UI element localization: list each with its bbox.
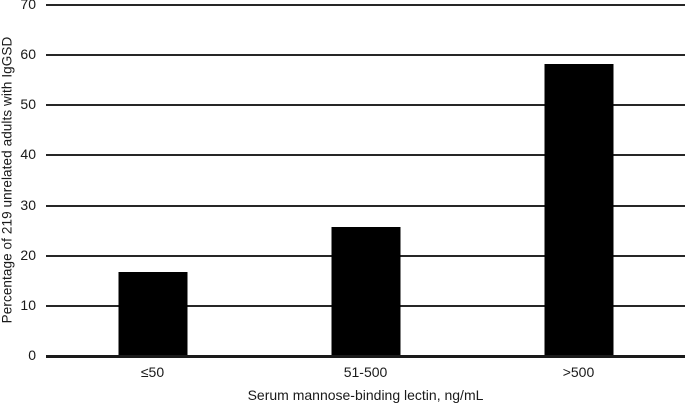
gridline-y-30 <box>46 204 685 207</box>
y-tick-label-10: 10 <box>20 296 36 313</box>
y-axis-tick-labels: 0 10 20 30 40 50 60 70 <box>0 0 36 362</box>
plot-area <box>46 4 685 358</box>
y-tick-label-70: 70 <box>20 0 36 12</box>
y-tick-label-30: 30 <box>20 196 36 213</box>
x-tick-label-3: >500 <box>562 364 595 380</box>
y-tick-label-40: 40 <box>20 146 36 163</box>
y-tick-label-20: 20 <box>20 246 36 263</box>
bar-2 <box>331 226 400 355</box>
gridline-y-50 <box>46 104 685 107</box>
gridline-y-70 <box>46 4 685 6</box>
bar-3 <box>544 64 613 355</box>
x-axis-tick-labels: ≤50 51-500 >500 <box>46 364 685 382</box>
y-tick-label-60: 60 <box>20 46 36 63</box>
y-tick-label-0: 0 <box>28 347 36 363</box>
bar-1 <box>118 272 187 355</box>
x-axis-title: Serum mannose-binding lectin, ng/mL <box>247 387 484 403</box>
x-tick-label-2: 51-500 <box>343 364 388 380</box>
y-tick-label-50: 50 <box>20 96 36 113</box>
gridline-y-60 <box>46 54 685 57</box>
x-tick-label-1: ≤50 <box>140 364 165 380</box>
gridline-y-40 <box>46 154 685 157</box>
